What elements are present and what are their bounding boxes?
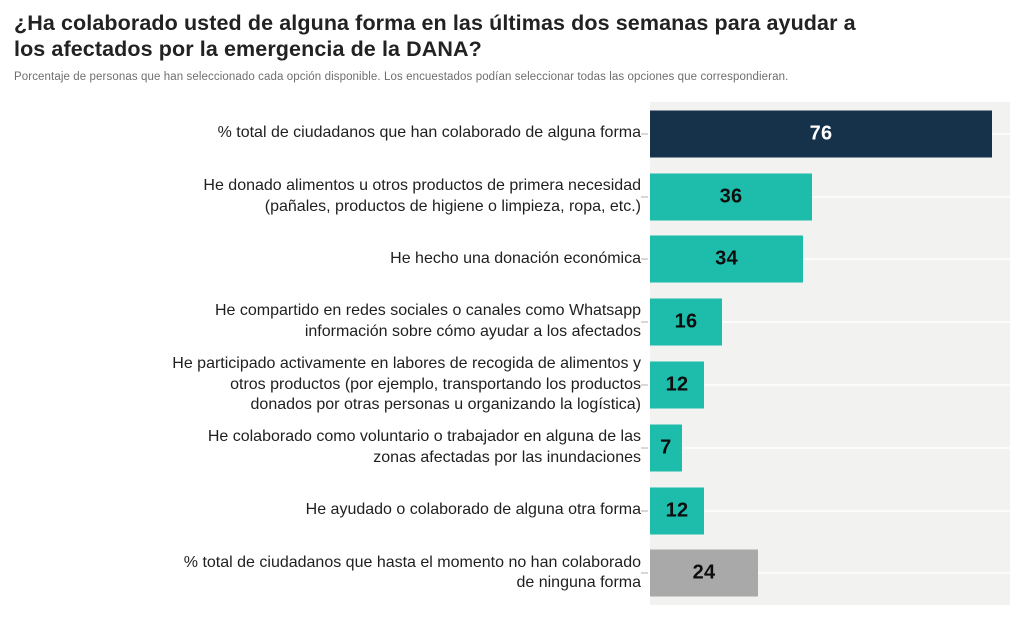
chart-title: ¿Ha colaborado usted de alguna forma en …	[14, 11, 856, 62]
plot-track: 36	[650, 165, 1010, 229]
plot-track: 12	[650, 353, 1010, 417]
tick-mark	[641, 321, 648, 324]
category-label: % total de ciudadanos que hasta el momen…	[183, 553, 641, 592]
category-tick	[641, 102, 650, 165]
tick-mark	[641, 132, 648, 135]
gridline	[650, 321, 1010, 324]
category-tick	[641, 165, 650, 228]
bar-row: % total de ciudadanos que han colaborado…	[14, 102, 1010, 166]
tick-mark	[641, 572, 648, 575]
tick-mark	[641, 384, 648, 387]
bar: 16	[650, 298, 722, 346]
horizontal-bar-chart: % total de ciudadanos que han colaborado…	[14, 102, 1010, 605]
category-tick	[641, 542, 650, 605]
gridline	[650, 384, 1010, 387]
value-label: 36	[719, 185, 743, 208]
gridline	[650, 195, 1010, 198]
value-label: 76	[809, 122, 833, 145]
category-label: He colaborado como voluntario o trabajad…	[207, 428, 641, 466]
bar: 7	[650, 424, 682, 472]
bar: 34	[650, 235, 803, 283]
bar: 24	[650, 549, 758, 597]
category-label: % total de ciudadanos que han colaborado…	[217, 124, 641, 142]
value-label: 34	[715, 247, 738, 270]
bar-row: He hecho una donación económica 34	[14, 228, 1010, 291]
category-tick	[641, 228, 650, 291]
plot-track: 76	[650, 102, 1010, 166]
category-tick	[641, 416, 650, 479]
bar: 12	[650, 487, 704, 535]
tick-mark	[641, 258, 648, 261]
plot-track: 34	[650, 228, 1010, 291]
value-label: 12	[665, 499, 689, 522]
bar-row: He compartido en redes sociales o canale…	[14, 290, 1010, 354]
category-label: He hecho una donación económica	[390, 250, 641, 268]
bar-row: He participado activamente en labores de…	[14, 353, 1010, 417]
gridline	[650, 446, 1010, 449]
gridline	[650, 509, 1010, 512]
bar-row: He colaborado como voluntario o trabajad…	[14, 416, 1010, 480]
tick-mark	[641, 509, 648, 512]
category-tick	[641, 354, 650, 417]
chart-subtitle: Porcentaje de personas que han seleccion…	[14, 71, 789, 84]
value-label: 12	[665, 373, 689, 396]
gridline	[650, 258, 1010, 261]
value-label: 16	[674, 310, 698, 333]
plot-track: 7	[650, 416, 1010, 480]
bar-row: He ayudado o colaborado de alguna otra f…	[14, 479, 1010, 543]
plot-track: 12	[650, 479, 1010, 543]
plot-track: 24	[650, 542, 1010, 605]
category-label: He compartido en redes sociales o canale…	[215, 302, 641, 341]
value-label: 24	[692, 561, 716, 584]
tick-mark	[641, 446, 648, 449]
plot-track: 16	[650, 290, 1010, 354]
bar: 36	[650, 173, 812, 221]
bar: 12	[650, 361, 704, 409]
bar-row: He donado alimentos u otros productos de…	[14, 165, 1010, 229]
bar: 76	[650, 110, 992, 158]
category-label: He ayudado o colaborado de alguna otra f…	[305, 501, 641, 519]
bar-row: % total de ciudadanos que hasta el momen…	[14, 542, 1010, 605]
value-label: 7	[660, 436, 672, 459]
gridline	[650, 572, 1010, 575]
category-tick	[641, 479, 650, 542]
category-tick	[641, 291, 650, 354]
category-label: He participado activamente en labores de…	[172, 354, 641, 414]
tick-mark	[641, 195, 648, 198]
category-label: He donado alimentos u otros productos de…	[203, 176, 641, 215]
